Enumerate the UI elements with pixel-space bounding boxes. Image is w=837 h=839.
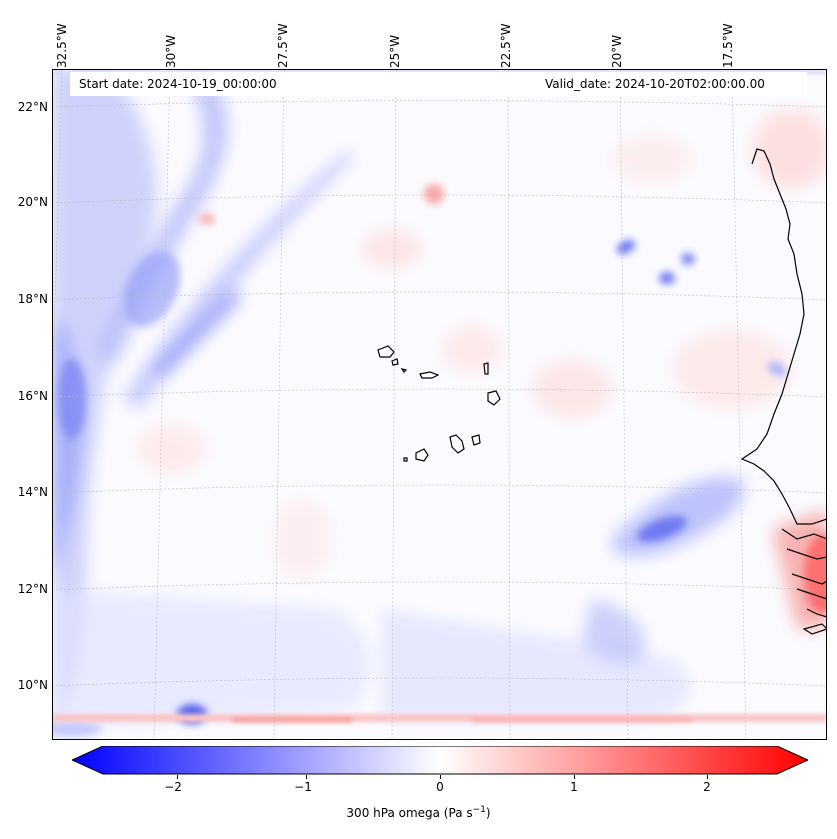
cb-tickmark	[306, 775, 307, 779]
islands	[377, 345, 501, 462]
gridlines	[52, 69, 827, 740]
cb-tickmark	[574, 775, 575, 779]
bottom-band	[52, 69, 827, 723]
cb-tick-label: 1	[570, 780, 578, 794]
map-panel	[52, 69, 827, 740]
lat-label: 22°N	[17, 100, 48, 114]
lon-label-text: 22.5°W	[499, 23, 513, 68]
lon-label: 32.5°W	[54, 8, 74, 68]
colorbar-label-sup: −1	[472, 805, 486, 815]
omega-detail	[52, 184, 827, 737]
lon-label: 20°W	[609, 8, 629, 68]
header-box	[70, 72, 807, 96]
lon-label-text: 17.5°W	[721, 23, 735, 68]
cb-tickmark	[707, 775, 708, 779]
lon-label-text: 25°W	[388, 34, 402, 68]
cb-tick-label: −1	[294, 780, 312, 794]
map-frame	[52, 69, 827, 740]
lon-label-text: 32.5°W	[55, 23, 69, 68]
colorbar-label-text: 300 hPa omega (Pa s	[346, 806, 473, 820]
colorbar	[72, 746, 808, 775]
lon-label: 27.5°W	[275, 8, 295, 68]
lat-label: 12°N	[17, 582, 48, 596]
lon-label-text: 20°W	[610, 34, 624, 68]
colorbar-label: 300 hPa omega (Pa s−1)	[0, 805, 837, 820]
cb-tickmark	[440, 775, 441, 779]
cb-tick-label: 0	[436, 780, 444, 794]
cb-tickmark	[177, 775, 178, 779]
coastline	[740, 148, 827, 635]
lon-label: 25°W	[387, 8, 407, 68]
lon-label-text: 27.5°W	[276, 23, 290, 68]
cb-tick-label: 2	[703, 780, 711, 794]
cb-tick-label: −2	[164, 780, 182, 794]
valid-date: Valid_date: 2024-10-20T02:00:00.00	[545, 77, 765, 91]
colorbar-label-end: )	[485, 806, 491, 820]
start-date: Start date: 2024-10-19_00:00:00	[79, 77, 277, 91]
lon-label: 30°W	[163, 8, 183, 68]
lat-label: 16°N	[17, 389, 48, 403]
lon-label: 17.5°W	[720, 8, 740, 68]
lat-label: 18°N	[17, 292, 48, 306]
lat-label: 10°N	[17, 678, 48, 692]
lon-label: 22.5°W	[498, 8, 518, 68]
lat-label: 20°N	[17, 195, 48, 209]
colorbar-body	[72, 746, 808, 775]
lat-label: 14°N	[17, 485, 48, 499]
lon-label-text: 30°W	[164, 34, 178, 68]
